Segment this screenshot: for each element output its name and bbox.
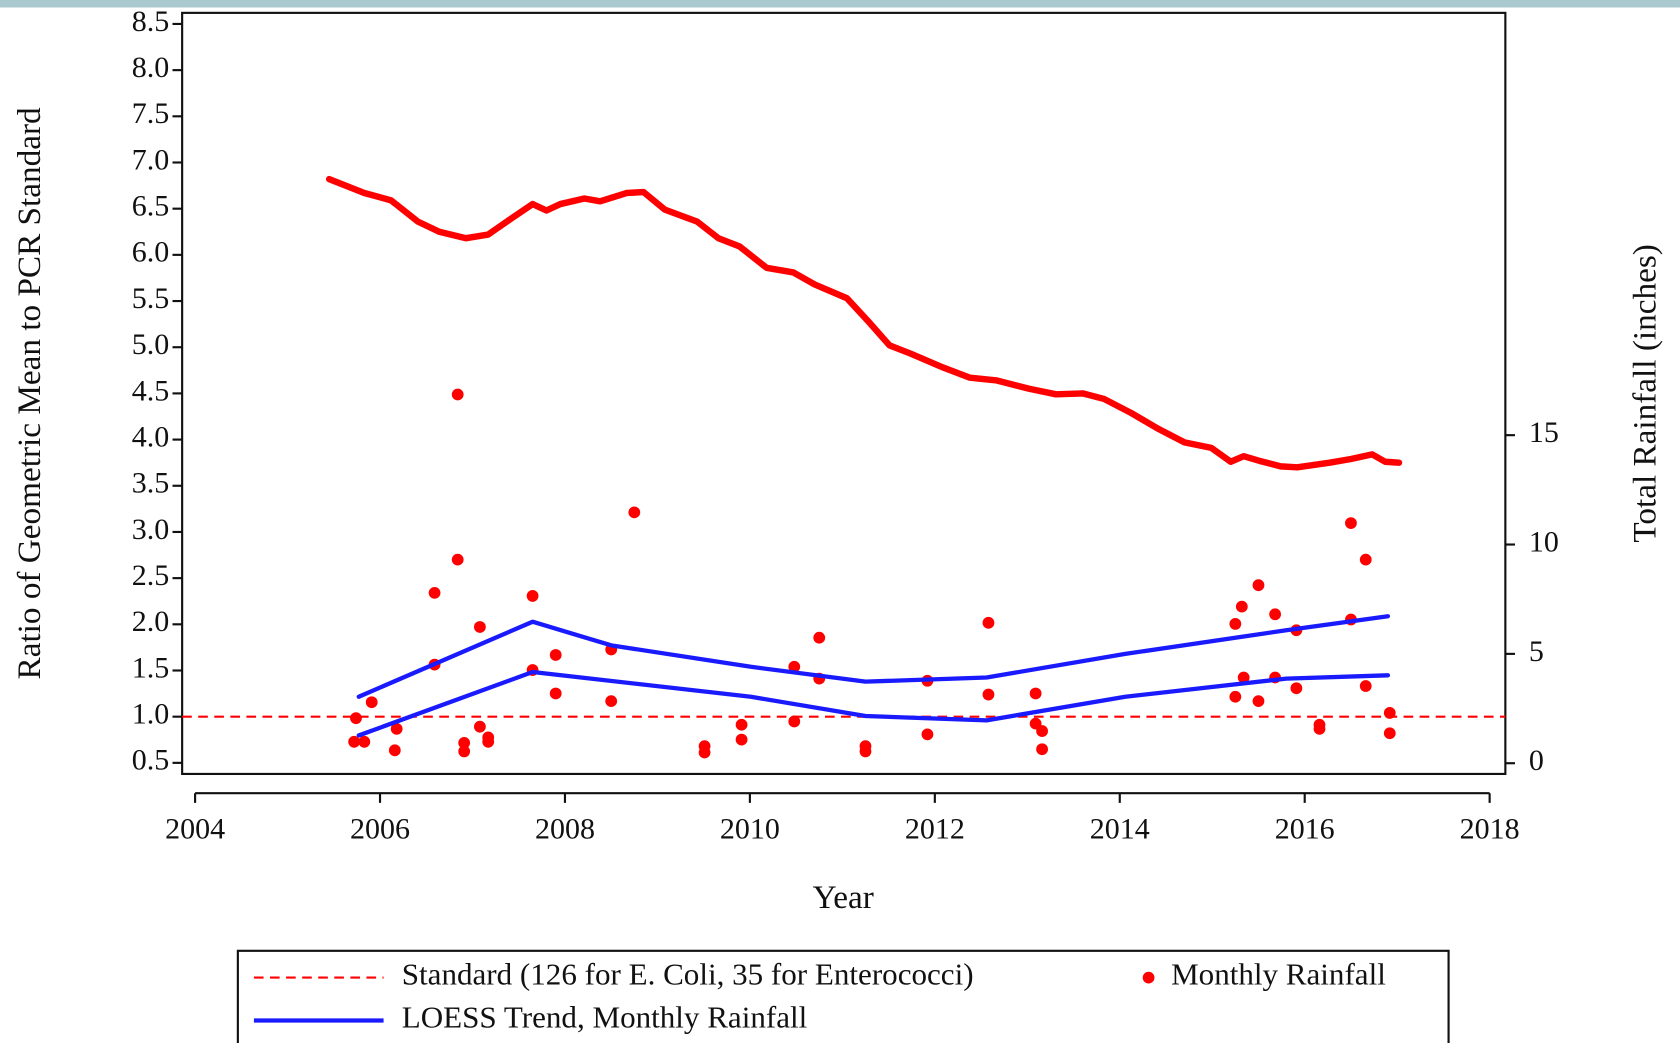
- scatter-point: [1229, 690, 1242, 703]
- y-axis-label: Ratio of Geometric Mean to PCR Standard: [11, 107, 48, 680]
- scatter-point: [473, 720, 486, 733]
- scatter-point: [1359, 553, 1372, 566]
- x-tick-label: 2016: [1275, 813, 1335, 846]
- scatter-point: [1383, 707, 1396, 719]
- y-tick-label: 0.5: [132, 744, 169, 777]
- legend-label: Monthly Rainfall: [1171, 957, 1386, 992]
- top-strip: [0, 0, 1680, 8]
- y2-axis-label: Total Rainfall (inches): [1626, 244, 1663, 542]
- y-tick-label: 3.5: [132, 467, 169, 500]
- scatter-point: [365, 696, 378, 709]
- scatter-point: [473, 621, 486, 633]
- scatter-point: [358, 735, 371, 748]
- scatter-point: [921, 728, 934, 741]
- scatter-point: [1036, 743, 1048, 756]
- series-line: [356, 669, 1391, 738]
- scatter-point: [788, 715, 801, 728]
- scatter-point: [1235, 600, 1248, 613]
- scatter-point: [1383, 727, 1396, 740]
- scatter-point: [428, 586, 441, 599]
- y-tick-label: 5.0: [132, 328, 169, 361]
- scatter-point: [388, 744, 401, 757]
- scatter-point: [1359, 680, 1372, 692]
- series-line: [325, 175, 1403, 471]
- y-tick-label: 7.0: [132, 143, 169, 176]
- scatter-point: [348, 735, 361, 748]
- legend-label: Standard (126 for E. Coli, 35 for Entero…: [402, 957, 974, 992]
- scatter-point: [1252, 695, 1265, 708]
- scatter-point: [1036, 725, 1048, 737]
- x-tick-label: 2012: [905, 813, 965, 846]
- scatter-point: [735, 718, 748, 731]
- scatter-point: [1237, 671, 1250, 684]
- y-tick-label: 6.5: [132, 190, 169, 223]
- scatter-point: [549, 687, 562, 700]
- x-tick-label: 2006: [350, 813, 410, 846]
- scatter-point: [390, 722, 403, 735]
- scatter-point: [698, 746, 711, 759]
- scatter-point: [1313, 722, 1326, 735]
- scatter-point: [859, 745, 872, 758]
- x-tick-label: 2014: [1090, 813, 1150, 846]
- x-tick-label: 2018: [1460, 813, 1520, 846]
- y-tick-label: 8.5: [132, 5, 169, 38]
- x-axis-label: Year: [813, 879, 874, 916]
- y2-tick-label: 15: [1529, 416, 1559, 449]
- scatter-point: [605, 695, 618, 708]
- scatter-point: [451, 388, 464, 401]
- scatter-point: [735, 733, 748, 746]
- y-tick-label: 4.5: [132, 374, 169, 407]
- y2-tick-label: 5: [1529, 635, 1544, 668]
- scatter-point: [1229, 618, 1242, 630]
- y-tick-label: 4.0: [132, 420, 169, 453]
- scatter-point: [1345, 517, 1357, 529]
- series-line: [356, 614, 1391, 699]
- y-tick-label: 1.0: [132, 698, 169, 731]
- y-tick-label: 5.5: [132, 282, 169, 315]
- scatter-point: [1290, 682, 1303, 695]
- y2-tick-label: 10: [1529, 525, 1559, 558]
- scatter-point: [1252, 579, 1265, 592]
- scatter-point: [458, 745, 471, 758]
- scatter-point: [1269, 608, 1282, 621]
- legend-marker: [1142, 971, 1155, 984]
- legend-label: LOESS Trend, Monthly Rainfall: [402, 1000, 808, 1035]
- y-tick-label: 3.0: [132, 513, 169, 546]
- y-tick-label: 6.0: [132, 236, 169, 269]
- scatter-point: [1029, 687, 1042, 700]
- scatter-point: [451, 553, 464, 566]
- y-tick-label: 8.0: [132, 51, 169, 84]
- y-tick-label: 1.5: [132, 651, 169, 684]
- scatter-point: [788, 660, 801, 673]
- scatter-point: [813, 631, 826, 644]
- x-tick-label: 2010: [720, 813, 780, 846]
- scatter-point: [628, 506, 641, 519]
- x-tick-label: 2008: [535, 813, 595, 846]
- legend-box: [236, 949, 1450, 1043]
- scatter-point: [482, 735, 495, 748]
- scatter-point: [982, 616, 995, 629]
- scatter-point: [549, 649, 562, 661]
- y-tick-label: 2.0: [132, 605, 169, 638]
- scatter-point: [458, 736, 471, 749]
- y-tick-label: 7.5: [132, 97, 169, 130]
- plot-frame: [181, 11, 1507, 776]
- scatter-point: [982, 688, 995, 701]
- scatter-point: [526, 590, 539, 602]
- x-tick-label: 2004: [165, 813, 225, 846]
- scatter-point: [350, 712, 362, 725]
- y2-tick-label: 0: [1529, 744, 1544, 777]
- y-tick-label: 2.5: [132, 559, 169, 592]
